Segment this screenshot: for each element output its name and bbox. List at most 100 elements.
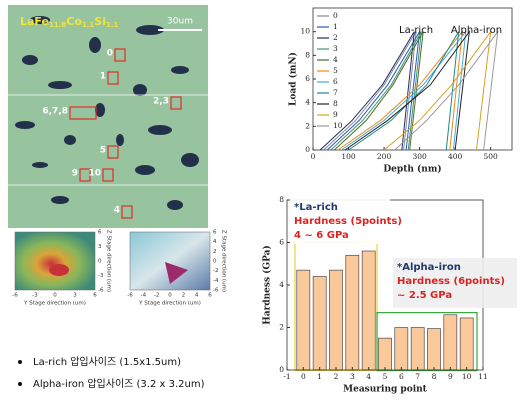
y-tick-label: 6 <box>305 74 310 83</box>
legend-label: 1 <box>333 22 338 31</box>
annotation: Alpha-iron <box>451 25 502 36</box>
load-curve <box>333 31 424 151</box>
tick-label: -4 <box>213 278 219 284</box>
bullet <box>18 382 22 386</box>
element: Co <box>66 15 82 28</box>
y-axis-title: Hardness (GPa) <box>262 245 273 324</box>
legend-label: 8 <box>333 99 338 108</box>
subscript: 1.1 <box>106 21 119 29</box>
x-tick-label: 100 <box>341 152 356 161</box>
tick-label: 6 <box>213 230 217 236</box>
legend-label: 0 <box>333 11 338 20</box>
formula: LaFe11.8Co1.1Si1.1 <box>20 15 119 29</box>
legend-label: 2 <box>333 33 338 42</box>
bar <box>345 254 360 371</box>
note: Alpha-iron 압입사이즈 (3.2 x 3.2um) <box>33 377 205 390</box>
y-tick-label: 8 <box>305 50 310 59</box>
x-tick-label: 1 <box>317 372 322 381</box>
annotation: ~ 2.5 GPa <box>397 290 452 301</box>
x-axis-title: Depth (nm) <box>383 164 441 175</box>
annotation-box <box>393 258 517 308</box>
indent-marker <box>170 96 182 110</box>
group-box <box>376 312 478 372</box>
tick-label: 6 <box>208 293 212 299</box>
dark-phase <box>15 16 199 210</box>
load-curve <box>383 29 492 151</box>
legend-label: 9 <box>333 110 338 119</box>
annotation: 4 ~ 6 GPa <box>294 230 349 241</box>
annotation: *La-rich <box>294 202 338 213</box>
subscript: 1.1 <box>82 21 95 29</box>
axis-label: Z Stage direction (um) <box>106 230 112 292</box>
tick-label: 0 <box>98 259 102 265</box>
tick-label: -6 <box>98 288 104 294</box>
x-tick-label: 0 <box>311 152 316 161</box>
tick-label: -4 <box>141 293 147 299</box>
load-curve <box>330 31 422 151</box>
annotation: La-rich <box>399 25 433 36</box>
surface-plot <box>14 231 96 291</box>
y-tick-label: 8 <box>279 195 284 204</box>
x-tick-label: 3 <box>350 372 355 381</box>
x-tick-label: 0 <box>301 372 306 381</box>
point-label: 1 <box>100 72 106 82</box>
x-tick-label: 7 <box>415 372 420 381</box>
y-tick-label: 10 <box>300 27 310 36</box>
load-curve <box>323 31 417 151</box>
bar <box>394 327 409 371</box>
bar <box>361 250 376 371</box>
indent-marker <box>107 145 119 159</box>
x-tick-label: 9 <box>448 372 453 381</box>
tick-label: 2 <box>182 293 186 299</box>
legend-label: 6 <box>333 77 338 86</box>
indent-marker <box>121 205 133 219</box>
y-tick-label: 4 <box>305 98 310 107</box>
annotation: Hardness (6points) <box>397 276 505 287</box>
axis-label: Y Stage direction (um) <box>23 301 86 307</box>
point-label: 5 <box>100 146 106 156</box>
x-tick-label: 2 <box>334 372 339 381</box>
tick-label: 3 <box>98 244 102 250</box>
axis-label: Z Stage direction (um) <box>221 230 227 292</box>
legend-label: 4 <box>333 55 338 64</box>
bar <box>312 276 327 371</box>
bar <box>459 317 474 371</box>
tick-label: 0 <box>213 259 217 265</box>
bar <box>329 269 343 371</box>
point-label: 10 <box>88 169 101 179</box>
tick-label: 4 <box>195 293 199 299</box>
micrograph: 30um LaFe11.8Co1.1Si1.1 016,7,82,359 104 <box>8 5 208 228</box>
x-tick-label: 11 <box>478 372 488 381</box>
note: La-rich 압입사이즈 (1.5x1.5um) <box>33 355 181 368</box>
element: LaFe <box>20 15 49 28</box>
tick-label: 4 <box>213 239 217 245</box>
tick-label: -6 <box>127 293 133 299</box>
x-tick-label: 300 <box>412 152 427 161</box>
load-curve <box>319 31 415 151</box>
y-axis-title: Load (mN) <box>288 52 299 106</box>
x-tick-label: 200 <box>377 152 392 161</box>
tick-label: 6 <box>98 230 102 236</box>
bar <box>296 269 311 371</box>
indent-marker <box>102 168 114 182</box>
indent-marker <box>79 168 91 182</box>
tick-label: -2 <box>213 268 218 274</box>
x-tick-label: -1 <box>283 372 290 381</box>
x-tick-label: 8 <box>432 372 437 381</box>
bar <box>427 328 441 371</box>
y-tick-label: 4 <box>279 280 284 289</box>
indent <box>165 262 188 284</box>
x-axis-title: Measuring point <box>343 385 428 395</box>
scale-label: 30um <box>167 17 193 27</box>
legend-label: 5 <box>333 66 338 75</box>
annotation: Hardness (5points) <box>294 216 402 227</box>
point-label: 9 <box>72 169 78 179</box>
legend-label: 10 <box>333 121 343 130</box>
tick-label: -6 <box>213 288 219 294</box>
x-tick-label: 400 <box>448 152 463 161</box>
indent-marker <box>69 106 97 120</box>
y-tick-label: 6 <box>279 238 284 247</box>
tick-label: 2 <box>213 249 217 255</box>
bullet <box>18 360 22 364</box>
